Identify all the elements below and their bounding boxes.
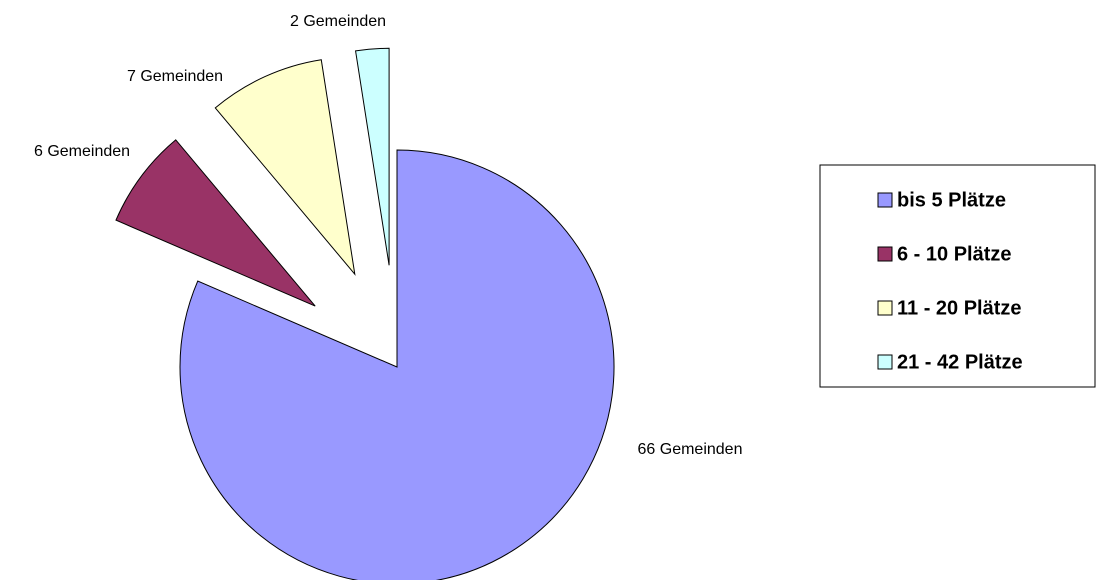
legend-swatch bbox=[877, 300, 893, 316]
legend-swatch bbox=[877, 354, 893, 370]
pie-slice bbox=[354, 47, 390, 266]
data-label: 2 Gemeinden bbox=[290, 13, 386, 30]
legend-box bbox=[819, 164, 1096, 388]
pie-slice bbox=[179, 149, 615, 580]
pie-slice bbox=[214, 59, 356, 276]
data-label: 66 Gemeinden bbox=[638, 441, 743, 458]
legend-label: 11 - 20 Plätze bbox=[897, 297, 1022, 319]
pie-slice bbox=[115, 139, 316, 307]
legend-label: 21 - 42 Plätze bbox=[897, 351, 1023, 373]
data-label: 6 Gemeinden bbox=[34, 143, 130, 160]
legend-swatch bbox=[877, 192, 893, 208]
legend-swatch bbox=[877, 246, 893, 262]
data-label: 7 Gemeinden bbox=[127, 68, 223, 85]
legend-label: bis 5 Plätze bbox=[897, 189, 1006, 211]
legend-label: 6 - 10 Plätze bbox=[897, 243, 1012, 265]
